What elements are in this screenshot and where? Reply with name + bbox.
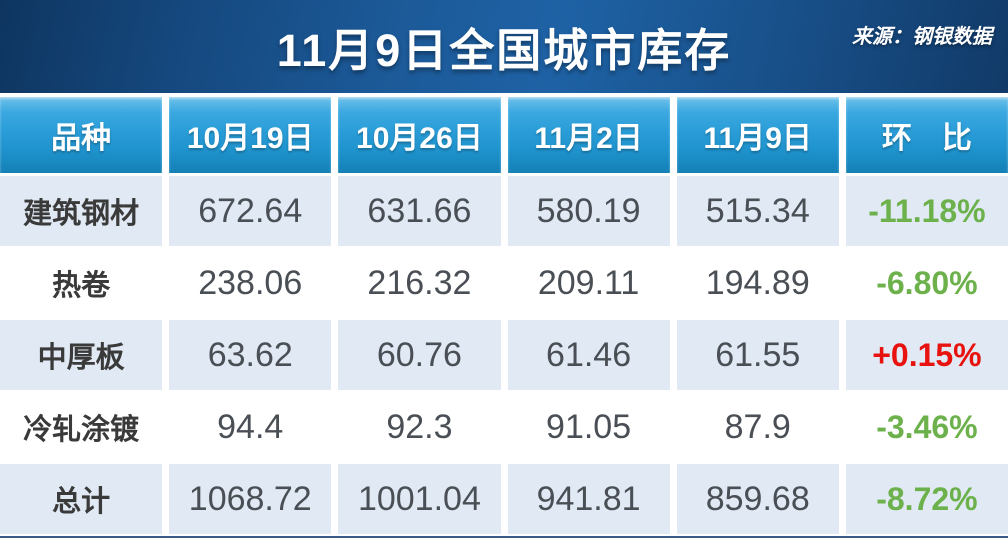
value-cell: 631.66 <box>338 176 501 246</box>
table-header-row: 品种 10月19日 10月26日 11月2日 11月9日 环 比 <box>0 97 1008 173</box>
value-cell: 61.55 <box>676 320 839 390</box>
value-cell: 580.19 <box>507 176 670 246</box>
banner-separator <box>0 93 1008 97</box>
change-cell: +0.15% <box>845 320 1008 390</box>
column-header-nov2: 11月2日 <box>507 97 670 173</box>
value-cell: 216.32 <box>338 248 501 318</box>
column-header-variety: 品种 <box>0 97 163 173</box>
table-row: 建筑钢材 672.64 631.66 580.19 515.34 -11.18% <box>0 176 1008 246</box>
row-label: 中厚板 <box>0 320 163 390</box>
value-cell: 1068.72 <box>169 464 332 534</box>
table-row: 冷轧涂镀 94.4 92.3 91.05 87.9 -3.46% <box>0 392 1008 462</box>
row-label: 热卷 <box>0 248 163 318</box>
value-cell: 61.46 <box>507 320 670 390</box>
change-cell: -6.80% <box>845 248 1008 318</box>
value-cell: 859.68 <box>676 464 839 534</box>
value-cell: 672.64 <box>169 176 332 246</box>
column-header-nov9: 11月9日 <box>676 97 839 173</box>
value-cell: 87.9 <box>676 392 839 462</box>
value-cell: 91.05 <box>507 392 670 462</box>
table-row: 中厚板 63.62 60.76 61.46 61.55 +0.15% <box>0 320 1008 390</box>
table-body: 建筑钢材 672.64 631.66 580.19 515.34 -11.18%… <box>0 176 1008 536</box>
change-cell: -11.18% <box>845 176 1008 246</box>
table-row-total: 总计 1068.72 1001.04 941.81 859.68 -8.72% <box>0 464 1008 534</box>
column-header-change: 环 比 <box>845 97 1008 173</box>
page-title: 11月9日全国城市库存 <box>276 25 732 76</box>
column-header-oct26: 10月26日 <box>338 97 501 173</box>
title-banner: 11月9日全国城市库存 来源：钢银数据 <box>0 0 1008 93</box>
row-label: 建筑钢材 <box>0 176 163 246</box>
value-cell: 238.06 <box>169 248 332 318</box>
source-label: 来源：钢银数据 <box>852 26 992 48</box>
value-cell: 194.89 <box>676 248 839 318</box>
column-header-oct19: 10月19日 <box>169 97 332 173</box>
value-cell: 209.11 <box>507 248 670 318</box>
value-cell: 515.34 <box>676 176 839 246</box>
change-cell: -8.72% <box>845 464 1008 534</box>
row-label: 总计 <box>0 464 163 534</box>
bottom-accent-bar <box>0 536 1008 538</box>
value-cell: 1001.04 <box>338 464 501 534</box>
value-cell: 941.81 <box>507 464 670 534</box>
value-cell: 63.62 <box>169 320 332 390</box>
change-cell: -3.46% <box>845 392 1008 462</box>
row-label: 冷轧涂镀 <box>0 392 163 462</box>
value-cell: 92.3 <box>338 392 501 462</box>
value-cell: 94.4 <box>169 392 332 462</box>
table-row: 热卷 238.06 216.32 209.11 194.89 -6.80% <box>0 248 1008 318</box>
value-cell: 60.76 <box>338 320 501 390</box>
